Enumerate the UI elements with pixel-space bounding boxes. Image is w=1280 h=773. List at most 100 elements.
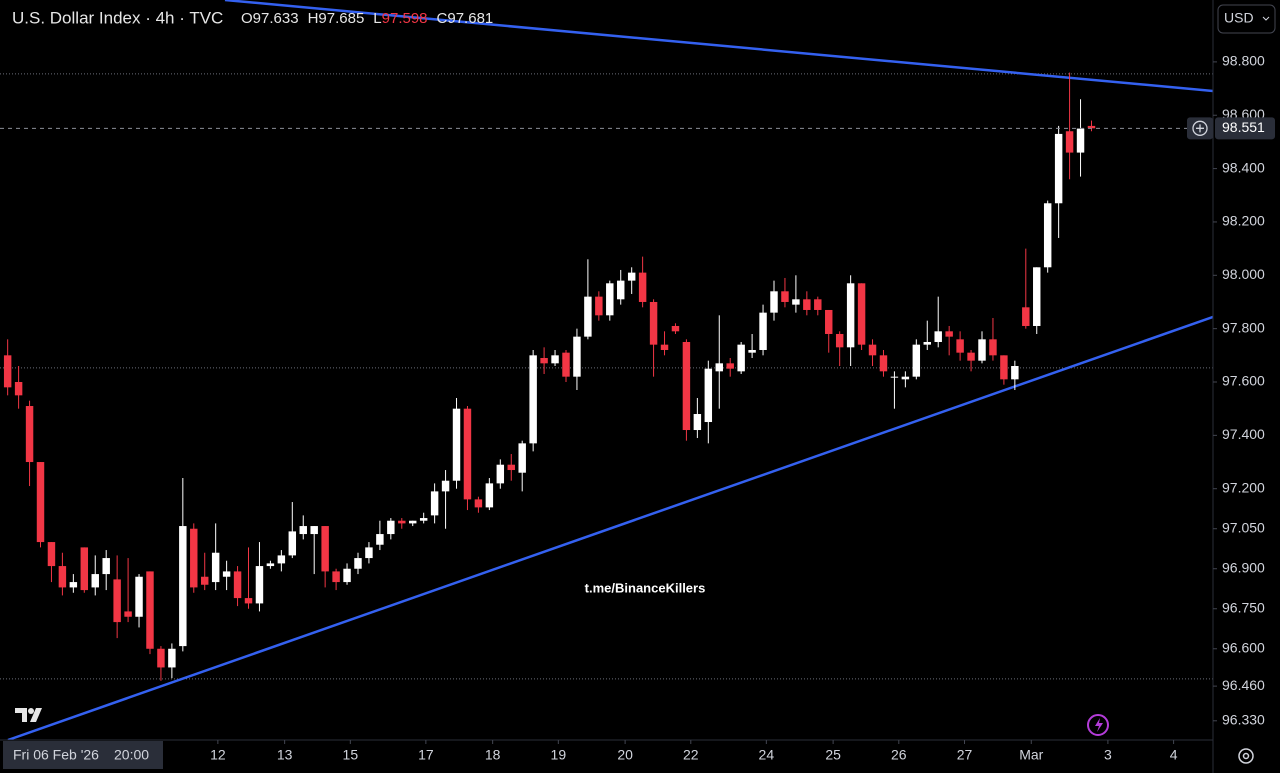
last-price-label: 98.551	[1222, 119, 1265, 135]
candle-body	[562, 352, 570, 377]
candle-body	[573, 336, 581, 377]
candle-body	[507, 464, 515, 471]
y-tick-label: 97.200	[1222, 479, 1265, 495]
y-tick-label: 97.800	[1222, 319, 1265, 335]
candle-body	[879, 355, 888, 372]
icon-ring[interactable]	[1087, 714, 1109, 736]
candle-body	[179, 526, 187, 647]
candle-body	[222, 571, 231, 577]
plot-area	[0, 0, 1213, 740]
y-tick-label: 98.400	[1222, 159, 1265, 175]
candle-body	[321, 526, 329, 572]
candle-body	[419, 518, 428, 521]
candle-body	[80, 547, 89, 591]
candle-body	[759, 312, 767, 350]
candle-body	[299, 526, 307, 535]
gear-ring[interactable]	[1238, 748, 1254, 764]
candle-body	[354, 558, 362, 569]
candle-body	[1033, 267, 1041, 326]
candle-body	[638, 272, 647, 302]
candle-body	[113, 579, 121, 623]
candle-body	[945, 331, 953, 337]
price-badge	[1215, 117, 1275, 140]
candle-body	[244, 598, 253, 604]
candle-body	[288, 531, 297, 556]
currency-button[interactable]	[1217, 4, 1276, 34]
candle-body	[14, 382, 23, 396]
candle-body	[518, 443, 526, 473]
candle-body	[463, 408, 472, 500]
legend-value: 97.598	[382, 10, 428, 27]
crosshair-time: 20:00	[114, 747, 149, 763]
x-tick-label: 19	[551, 747, 567, 763]
candle-body	[617, 280, 625, 300]
currency-select[interactable]: USD	[1217, 4, 1276, 34]
candle-body	[704, 368, 713, 423]
tradingview-logo	[15, 708, 42, 722]
candle-body	[857, 283, 866, 345]
x-tick-label: 12	[210, 747, 226, 763]
currency-label[interactable]: USD	[1224, 10, 1254, 26]
lightning-icon[interactable]	[1087, 714, 1109, 736]
candle-body	[135, 576, 143, 617]
candle-body	[978, 339, 986, 361]
candle-body	[310, 526, 318, 535]
candle-body	[1022, 307, 1030, 326]
gear-hub[interactable]	[1242, 752, 1250, 760]
x-tick-label: 25	[825, 747, 841, 763]
candle-body	[1087, 125, 1096, 129]
candle-body	[803, 299, 811, 310]
x-tick-label: 17	[418, 747, 434, 763]
logo-dot	[28, 708, 34, 714]
candle-body	[737, 344, 745, 372]
candle-body	[58, 566, 67, 588]
candle-body	[693, 414, 702, 431]
candle-body	[606, 283, 614, 316]
candle-body	[200, 576, 209, 585]
candle-body	[627, 272, 636, 281]
candle-body	[1000, 355, 1008, 380]
candle-body	[825, 309, 833, 334]
dropdown-arrow[interactable]	[1262, 16, 1270, 21]
candle-body	[255, 566, 264, 604]
x-tick-label: 26	[891, 747, 907, 763]
candle-body	[474, 499, 483, 508]
candle-body	[266, 563, 275, 567]
x-tick-label: 24	[759, 747, 775, 763]
settings-icon[interactable]	[1238, 748, 1254, 764]
x-tick-label: 18	[485, 747, 501, 763]
y-tick-label: 96.460	[1222, 677, 1265, 693]
y-tick-label: 97.050	[1222, 519, 1265, 535]
candle-body	[190, 528, 198, 588]
y-tick-label: 96.750	[1222, 599, 1265, 615]
candle-body	[69, 582, 78, 588]
candle-body	[682, 341, 691, 431]
legend-key: O	[241, 10, 253, 27]
candle-body	[496, 464, 505, 484]
x-tick-label: Mar	[1019, 747, 1043, 763]
candle-body	[146, 571, 154, 649]
add-alert-plus[interactable]	[1196, 124, 1204, 133]
ohlc-legend: O 97.633 H 97.685 L 97.598 C 97.681	[241, 10, 493, 27]
add-alert-icon[interactable]	[1192, 120, 1208, 136]
candle-body	[1011, 365, 1019, 380]
candle-body	[912, 344, 921, 377]
candle-body	[551, 355, 559, 364]
x-tick-label: 3	[1104, 747, 1112, 763]
icon-bolt[interactable]	[1095, 718, 1103, 732]
chart-title: U.S. Dollar Index · 4h · TVC	[12, 8, 223, 27]
candle-body	[868, 344, 877, 356]
legend-key: L	[373, 10, 381, 27]
x-tick-label: 13	[277, 747, 293, 763]
candle-body	[1043, 203, 1052, 268]
x-tick-label: 27	[957, 747, 973, 763]
candle-body	[956, 339, 964, 353]
trendline	[7, 315, 1213, 740]
candle-body	[124, 611, 132, 617]
crosshair-date: Fri 06 Feb '26	[13, 747, 99, 763]
candle-body	[584, 296, 592, 337]
candle-body	[792, 299, 800, 305]
candle-body	[36, 462, 45, 543]
candle-body	[376, 534, 384, 545]
